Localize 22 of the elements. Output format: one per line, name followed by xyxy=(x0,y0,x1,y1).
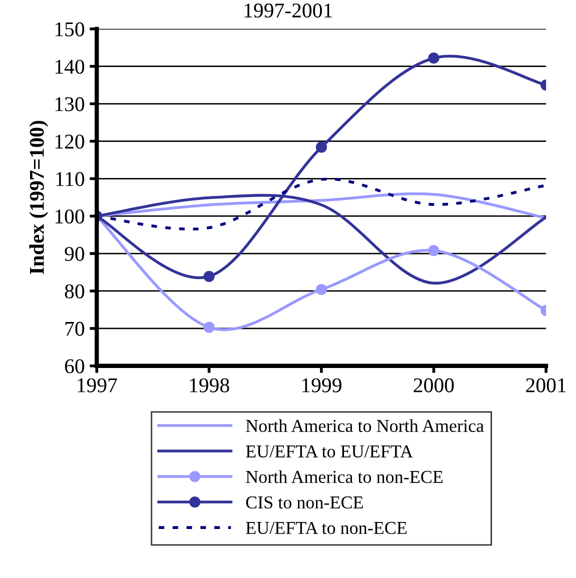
y-tick-label: 150 xyxy=(56,22,84,36)
x-tick-label: 2000 xyxy=(414,378,454,392)
y-tick-label: 130 xyxy=(56,97,84,112)
y-tick-label: 100 xyxy=(56,209,84,224)
y-tick-label: 140 xyxy=(56,60,84,74)
y-tick-label: 120 xyxy=(56,134,84,149)
x-tick-label: 1999 xyxy=(302,378,342,392)
legend-label: North America to North America xyxy=(246,419,484,432)
legend-label: EU/EFTA to non-ECE xyxy=(246,522,407,534)
x-tick-label: 2001 xyxy=(526,378,566,392)
y-axis-title: Index (1997=100) xyxy=(29,120,48,274)
y-tick-label: 80 xyxy=(64,284,84,298)
y-tick-label: 110 xyxy=(56,172,84,186)
legend-label: CIS to non-ECE xyxy=(246,496,363,509)
y-tick-label: 60 xyxy=(65,359,84,374)
legend-label: EU/EFTA to EU/EFTA xyxy=(246,445,413,458)
legend-label: North America to non-ECE xyxy=(246,470,443,484)
x-tick-label: 1997 xyxy=(78,378,117,392)
y-tick-label: 70 xyxy=(66,322,84,336)
chart-title: 1997-2001 xyxy=(244,3,332,18)
x-tick-label: 1998 xyxy=(190,378,230,392)
y-tick-label: 90 xyxy=(64,246,84,261)
